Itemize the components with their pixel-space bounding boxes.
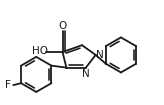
Text: HO: HO (32, 46, 48, 56)
Text: N: N (96, 50, 103, 60)
Text: O: O (58, 21, 67, 31)
Text: F: F (4, 80, 10, 90)
Text: N: N (82, 69, 90, 79)
